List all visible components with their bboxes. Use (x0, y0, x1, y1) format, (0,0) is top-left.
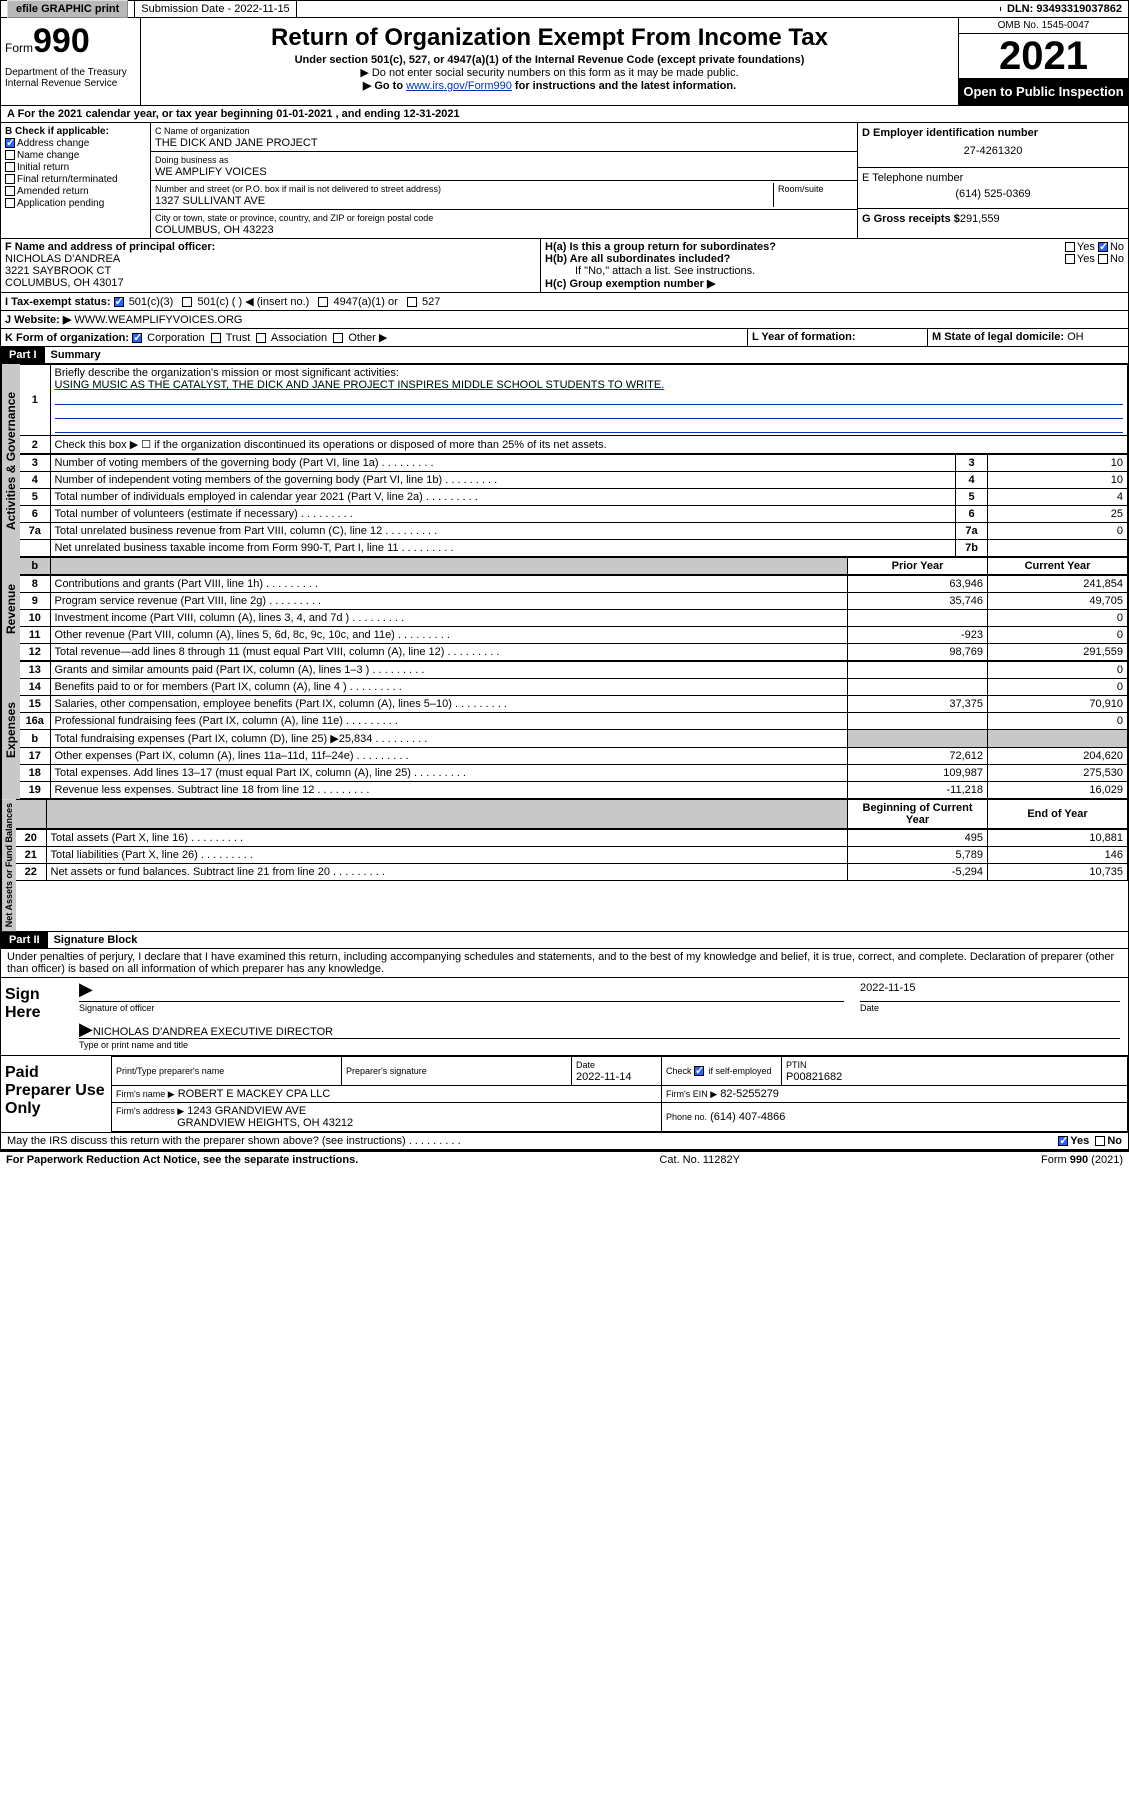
revenue-section: Revenue bPrior YearCurrent Year 8Contrib… (0, 557, 1129, 661)
website-value: WWW.WEAMPLIFYVOICES.ORG (71, 314, 242, 326)
check-4947[interactable] (318, 297, 328, 307)
department-label: Department of the Treasury Internal Reve… (5, 67, 136, 89)
governance-section: Activities & Governance 1 Briefly descri… (0, 364, 1129, 557)
tax-exempt-row: I Tax-exempt status: 501(c)(3) 501(c) ( … (0, 293, 1129, 311)
form-header: Form990 Department of the Treasury Inter… (0, 18, 1129, 106)
officer-printed-name: ▶NICHOLAS D'ANDREA EXECUTIVE DIRECTOR (79, 1022, 1120, 1039)
dln-label: DLN: 93493319037862 (1001, 1, 1128, 17)
ssn-warning: ▶ Do not enter social security numbers o… (145, 66, 954, 79)
discuss-yes[interactable] (1058, 1136, 1068, 1146)
discuss-no[interactable] (1095, 1136, 1105, 1146)
check-other[interactable] (333, 333, 343, 343)
website-row: J Website: ▶ WWW.WEAMPLIFYVOICES.ORG (0, 311, 1129, 329)
check-name-change[interactable] (5, 150, 15, 160)
part1-header: Part ISummary (0, 347, 1129, 364)
efile-print-button[interactable]: efile GRAPHIC print (7, 0, 128, 18)
discuss-row: May the IRS discuss this return with the… (0, 1133, 1129, 1150)
form-title: Return of Organization Exempt From Incom… (145, 24, 954, 52)
form-subtitle: Under section 501(c), 527, or 4947(a)(1)… (145, 54, 954, 66)
check-address-change[interactable] (5, 138, 15, 148)
ein-tel-box: D Employer identification number27-42613… (858, 123, 1128, 238)
org-info-block: B Check if applicable: Address change Na… (0, 123, 1129, 239)
check-initial-return[interactable] (5, 162, 15, 172)
top-toolbar: efile GRAPHIC print Submission Date - 20… (0, 0, 1129, 18)
ha-no[interactable] (1098, 242, 1108, 252)
submission-date: Submission Date - 2022-11-15 (135, 1, 296, 17)
paid-preparer-block: Paid Preparer Use Only Print/Type prepar… (0, 1056, 1129, 1133)
form-number: Form990 (5, 22, 136, 61)
gross-receipts: 291,559 (960, 213, 1000, 225)
officer-signature-line[interactable]: ▶ (79, 982, 844, 1002)
city-state-zip: COLUMBUS, OH 43223 (155, 224, 274, 236)
ha-yes[interactable] (1065, 242, 1075, 252)
check-self-employed[interactable] (694, 1066, 704, 1076)
netassets-section: Net Assets or Fund Balances Beginning of… (0, 799, 1129, 932)
firm-phone: (614) 407-4866 (710, 1111, 785, 1123)
check-527[interactable] (407, 297, 417, 307)
officer-h-block: F Name and address of principal officer:… (0, 239, 1129, 293)
open-public-badge: Open to Public Inspection (959, 78, 1128, 105)
sign-date: 2022-11-15 (860, 982, 1120, 1002)
check-final-return[interactable] (5, 174, 15, 184)
expenses-section: Expenses 13Grants and similar amounts pa… (0, 661, 1129, 799)
dba-name: WE AMPLIFY VOICES (155, 166, 267, 178)
check-amended[interactable] (5, 186, 15, 196)
street-address: 1327 SULLIVANT AVE (155, 195, 265, 207)
check-app-pending[interactable] (5, 198, 15, 208)
netassets-vlabel: Net Assets or Fund Balances (1, 799, 16, 931)
telephone-value: (614) 525-0369 (862, 184, 1124, 204)
check-trust[interactable] (211, 333, 221, 343)
ptin-value: P00821682 (786, 1071, 842, 1083)
section-a-period: A For the 2021 calendar year, or tax yea… (0, 106, 1129, 123)
hb-no[interactable] (1098, 254, 1108, 264)
irs-link[interactable]: www.irs.gov/Form990 (406, 80, 512, 92)
org-name-box: C Name of organizationTHE DICK AND JANE … (151, 123, 858, 238)
check-corp[interactable] (132, 333, 142, 343)
officer-name: NICHOLAS D'ANDREA (5, 253, 120, 265)
revenue-vlabel: Revenue (1, 557, 20, 661)
part2-header: Part IISignature Block (0, 932, 1129, 949)
omb-number: OMB No. 1545-0047 (959, 18, 1128, 34)
ein-value: 27-4261320 (862, 139, 1124, 163)
governance-vlabel: Activities & Governance (1, 364, 20, 557)
tax-year: 2021 (959, 34, 1128, 78)
toolbar-spacer (297, 7, 1001, 11)
page-footer: For Paperwork Reduction Act Notice, see … (0, 1152, 1129, 1168)
sign-here-block: Sign Here ▶ Signature of officer 2022-11… (0, 978, 1129, 1056)
perjury-statement: Under penalties of perjury, I declare th… (0, 949, 1129, 978)
goto-link-row: ▶ Go to www.irs.gov/Form990 for instruct… (145, 79, 954, 92)
org-name: THE DICK AND JANE PROJECT (155, 137, 318, 149)
check-b-column: B Check if applicable: Address change Na… (1, 123, 151, 238)
hb-yes[interactable] (1065, 254, 1075, 264)
expenses-vlabel: Expenses (1, 661, 20, 799)
check-assoc[interactable] (256, 333, 266, 343)
klm-row: K Form of organization: Corporation Trus… (0, 329, 1129, 347)
check-501c[interactable] (182, 297, 192, 307)
mission-text: USING MUSIC AS THE CATALYST, THE DICK AN… (55, 379, 665, 391)
firm-ein: 82-5255279 (720, 1088, 779, 1100)
check-501c3[interactable] (114, 297, 124, 307)
firm-name: ROBERT E MACKEY CPA LLC (178, 1088, 331, 1100)
